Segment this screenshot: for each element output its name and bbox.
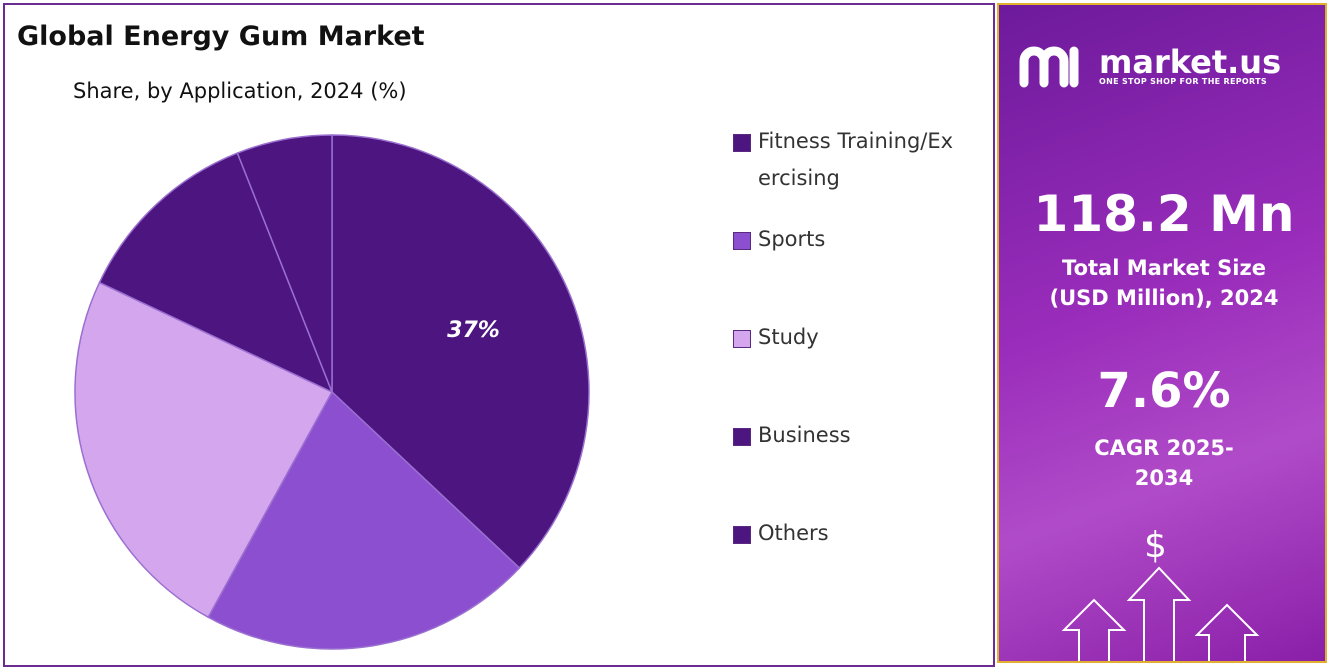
pie-slice (331, 134, 590, 569)
legend-item: Study (733, 319, 961, 356)
arrows (1061, 566, 1260, 661)
market-size: 118.2 Mn (1033, 185, 1295, 243)
legend-label: Fitness Training/Exercising (758, 129, 954, 190)
market-size-label: Total Market Size (USD Million), 2024 (1049, 256, 1279, 310)
pie-slice (74, 281, 334, 619)
chart-title: Global Energy Gum Market (17, 21, 425, 52)
tagline: ONE STOP SHOP FOR THE REPORTS (1099, 77, 1267, 86)
chart-subtitle: Share, by Application, 2024 (%) (73, 79, 407, 103)
pie-chart: 37% (74, 134, 590, 650)
legend-item: Sports (733, 221, 961, 258)
legend-swatch (733, 232, 751, 250)
legend-label: Others (758, 521, 829, 545)
dollar-icon: $ (1144, 525, 1167, 566)
legend-label: Study (758, 325, 819, 349)
pie-slice (207, 390, 521, 650)
legend-swatch (733, 428, 751, 446)
chart-panel: Global Energy Gum Market Share, by Appli… (3, 3, 995, 667)
pie-slice (98, 152, 334, 394)
pie-slice (236, 134, 333, 393)
legend-swatch (733, 330, 751, 348)
legend-label: Business (758, 423, 851, 447)
legend-swatch (733, 526, 751, 544)
legend-item: Others (733, 515, 961, 552)
data-label: 37% (447, 318, 500, 343)
logo-icon (1019, 46, 1079, 88)
info-panel: market.us ONE STOP SHOP FOR THE REPORTS … (997, 3, 1327, 663)
legend-label: Sports (758, 227, 826, 251)
logo-text: market.us (1099, 43, 1282, 81)
legend-swatch (733, 134, 751, 152)
cagr: 7.6% (1097, 363, 1231, 419)
cagr-label: CAGR 2025-2034 (1094, 436, 1234, 490)
legend-item: Fitness Training/Exercising (733, 123, 961, 197)
legend-item: Business (733, 417, 961, 454)
